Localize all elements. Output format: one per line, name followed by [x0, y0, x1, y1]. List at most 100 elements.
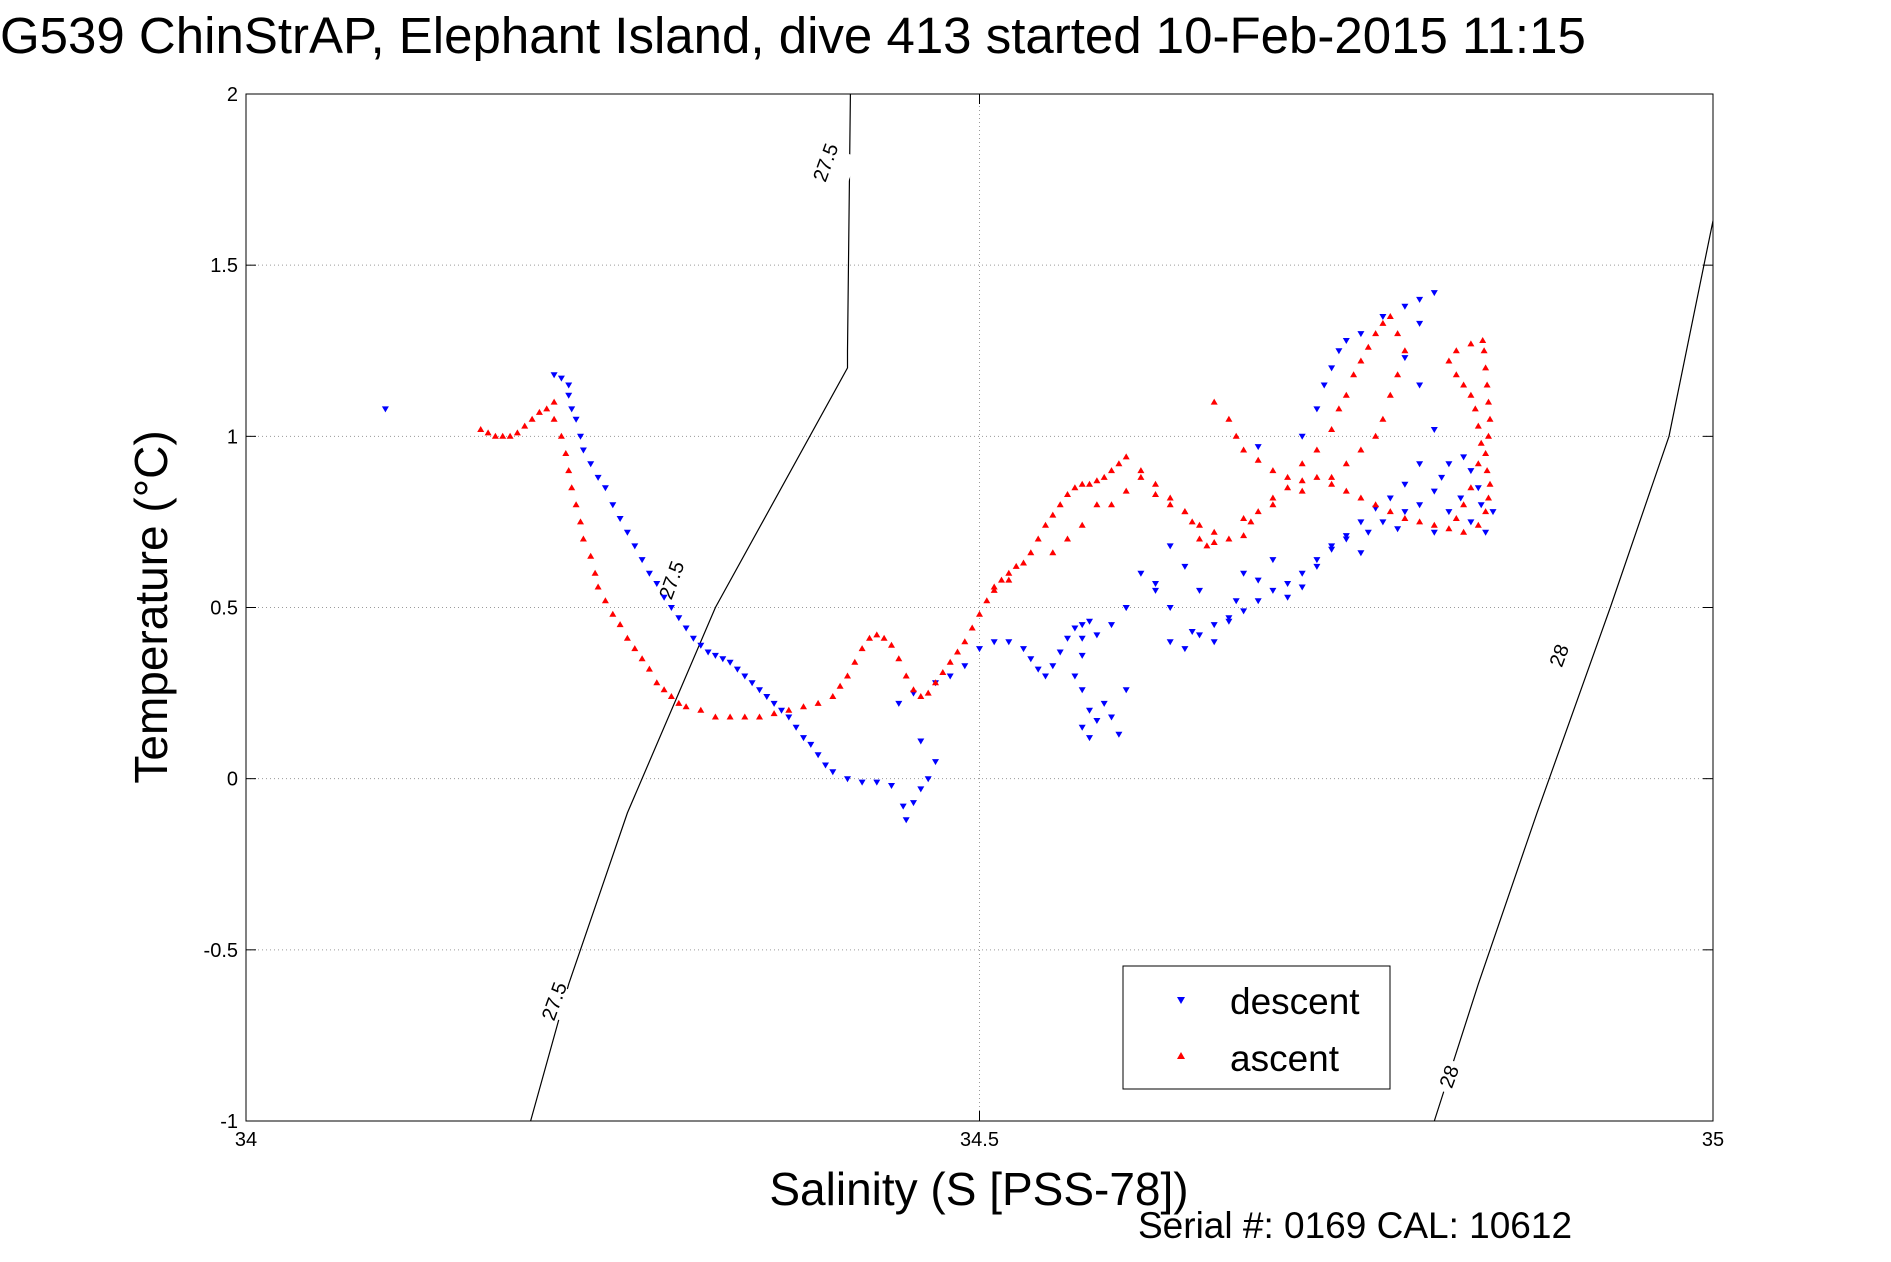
descent-point [902, 817, 910, 824]
ascent-point [1445, 357, 1453, 364]
ascent-point [924, 689, 932, 696]
ascent-point [1467, 391, 1475, 398]
descent-point [1457, 495, 1465, 502]
ascent-point [1020, 559, 1027, 566]
descent-point [1005, 639, 1013, 646]
ascent-point [660, 686, 668, 693]
ascent-point [770, 710, 778, 717]
ascent-point [1284, 484, 1292, 491]
ascent-point [1474, 422, 1482, 429]
serial-cal-footer: Serial #: 0169 CAL: 10612 [1138, 1205, 1573, 1246]
descent-point [1254, 444, 1262, 451]
ascent-point [1430, 521, 1438, 528]
descent-point [579, 447, 587, 454]
ascent-point [976, 610, 983, 617]
descent-point [682, 625, 690, 632]
ascent-point [1181, 508, 1189, 515]
descent-point [1086, 735, 1093, 742]
ascent-point [550, 415, 558, 422]
descent-point [1438, 474, 1446, 481]
ascent-point [1460, 528, 1468, 535]
ascent-point [1137, 473, 1145, 480]
descent-point [1401, 481, 1409, 488]
ascent-point [484, 429, 492, 436]
descent-point [1254, 598, 1262, 605]
ascent-point [591, 569, 599, 576]
descent-point [792, 724, 800, 731]
x-tick-label: 35 [1702, 1129, 1724, 1151]
descent-point [1342, 338, 1350, 344]
descent-point [1328, 543, 1336, 550]
ascent-point [601, 597, 609, 604]
descent-point [1482, 529, 1490, 536]
ascent-point [1166, 501, 1174, 508]
ascent-point [1225, 415, 1233, 422]
ascent-point [939, 669, 947, 675]
descent-point [807, 741, 815, 748]
descent-point [1196, 632, 1203, 639]
ascent-point [873, 631, 881, 638]
descent-point [1313, 563, 1321, 570]
descent-point [1430, 488, 1438, 495]
descent-point [741, 673, 749, 680]
ascent-point [1372, 330, 1380, 337]
legend-ascent-marker [1177, 1052, 1185, 1059]
descent-point [1357, 519, 1365, 526]
descent-point [1210, 622, 1218, 629]
ascent-point [1100, 473, 1108, 480]
descent-point [917, 786, 925, 793]
ascent-point [1298, 477, 1306, 484]
descent-point [1342, 533, 1350, 540]
ascent-point [1357, 446, 1365, 453]
descent-point [1379, 314, 1387, 320]
descent-point [1320, 382, 1328, 389]
descent-point [1188, 629, 1196, 635]
descent-point [961, 663, 969, 670]
descent-point [1386, 495, 1394, 502]
descent-point [844, 776, 851, 783]
ascent-point [550, 398, 558, 405]
ascent-point [1379, 415, 1387, 422]
ascent-point [1269, 467, 1277, 474]
descent-point [719, 656, 727, 663]
ascent-point [1328, 426, 1336, 432]
ascent-point [1467, 340, 1475, 347]
ascent-point [1078, 480, 1086, 487]
ascent-point [844, 672, 851, 679]
contour-label-bg [793, 137, 858, 188]
ascent-point [1254, 456, 1262, 463]
ascent-point [990, 586, 998, 593]
ascent-point [477, 426, 485, 432]
ascent-point [1188, 518, 1196, 525]
ascent-point [1166, 494, 1174, 501]
ascent-point [562, 450, 570, 456]
legend-descent-label: descent [1230, 981, 1360, 1022]
ascent-point [756, 713, 763, 720]
descent-point [1364, 529, 1372, 536]
descent-point [1416, 296, 1424, 303]
descent-point [1078, 652, 1086, 659]
descent-point [1166, 639, 1174, 646]
ascent-point [609, 610, 617, 617]
legend-box [1122, 965, 1391, 1090]
descent-point [1467, 468, 1475, 475]
ascent-point [866, 634, 873, 641]
descent-point [1298, 584, 1306, 591]
descent-point [645, 570, 653, 577]
ascent-point [1480, 347, 1488, 354]
isopycnal-line [1433, 220, 1713, 1121]
ascent-point [1078, 521, 1086, 528]
ascent-point [1342, 487, 1350, 494]
descent-point [660, 594, 668, 601]
y-tick-label: 2 [227, 84, 238, 106]
ascent-point [968, 624, 976, 631]
ascent-point [1328, 480, 1336, 487]
y-tick-label: 1 [227, 426, 238, 448]
ascent-point [543, 405, 551, 412]
ascent-point [1203, 542, 1211, 549]
ascent-point [1210, 539, 1218, 545]
descent-point [778, 707, 785, 714]
descent-point [1071, 625, 1079, 632]
ascent-point [572, 501, 580, 508]
